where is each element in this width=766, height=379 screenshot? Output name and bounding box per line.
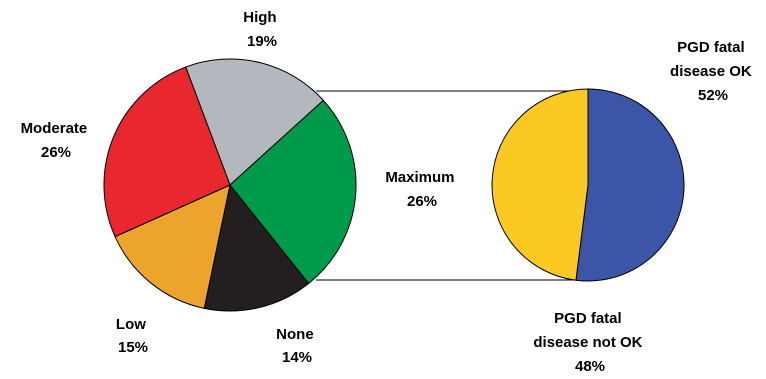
label-pgd-ok-value: 52% (698, 87, 728, 104)
pie-slice-pgd-fatal-disease-not-ok (491, 88, 589, 281)
label-moderate-value: 26% (41, 144, 71, 161)
pie-slice-high (185, 58, 325, 186)
label-none: None 14% (276, 326, 318, 366)
label-low-value: 15% (118, 339, 148, 356)
label-moderate-name: Moderate (21, 120, 88, 137)
pie-slice-none (203, 183, 310, 312)
label-pgd-not-ok-value: 48% (575, 358, 605, 375)
label-none-name: None (276, 326, 314, 343)
label-maximum: Maximum 26% (385, 169, 458, 210)
label-pgd-ok-line1: PGD fatal (677, 39, 745, 56)
pie-slice-low (114, 184, 231, 309)
pie-slice-moderate (103, 66, 231, 238)
label-pgd-not-ok: PGD fatal disease not OK 48% (533, 310, 646, 375)
label-pgd-not-ok-line1: PGD fatal (554, 310, 622, 327)
pie-slice-pgd-fatal-disease-ok (575, 88, 685, 282)
main-pie (103, 58, 357, 312)
label-pgd-not-ok-line2: disease not OK (533, 334, 642, 351)
label-high-name: High (243, 9, 276, 26)
label-high: High 19% (243, 9, 281, 50)
label-low: Low 15% (116, 316, 150, 356)
label-moderate: Moderate 26% (21, 120, 92, 161)
label-none-value: 14% (282, 349, 312, 366)
label-high-value: 19% (247, 33, 277, 50)
label-pgd-ok-line2: disease OK (670, 63, 752, 80)
label-maximum-value: 26% (407, 193, 437, 210)
label-low-name: Low (116, 316, 146, 333)
label-maximum-name: Maximum (385, 169, 454, 186)
label-pgd-ok: PGD fatal disease OK 52% (670, 39, 756, 104)
pie-slice-maximum (229, 99, 357, 285)
secondary-pie (491, 88, 685, 282)
